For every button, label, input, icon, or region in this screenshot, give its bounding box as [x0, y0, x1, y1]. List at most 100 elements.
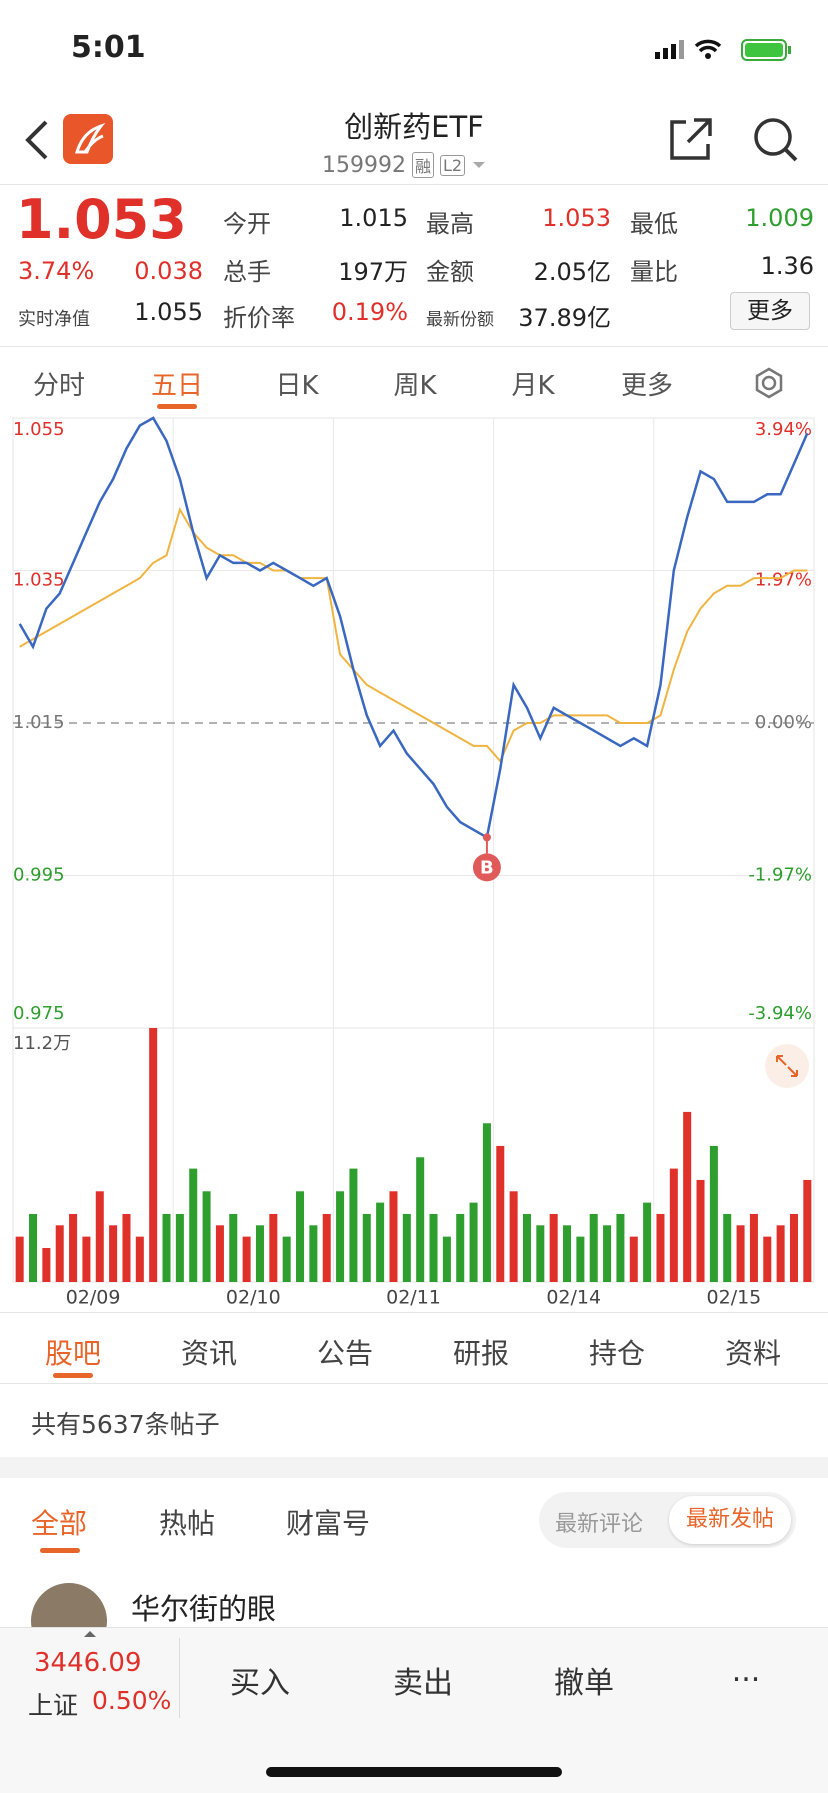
index-value[interactable]: 3446.09 — [34, 1648, 142, 1678]
price-line — [18, 416, 809, 840]
section-tab[interactable]: 持仓 — [588, 1337, 645, 1370]
badge: L2 — [440, 154, 466, 176]
x-tick-label: 02/14 — [546, 1287, 601, 1309]
volume-bar — [589, 1213, 598, 1282]
expand-icon — [776, 1055, 798, 1077]
volume-bar — [336, 1191, 345, 1282]
action-button[interactable]: 买入 — [230, 1666, 290, 1701]
divider — [0, 184, 828, 185]
volume-bar — [389, 1191, 398, 1282]
field-label: 总手 — [223, 258, 271, 286]
field-value: 2.05亿 — [533, 258, 611, 286]
volume-bar — [149, 1028, 158, 1282]
title: 创新药ETF — [344, 110, 484, 144]
field-label: 折价率 — [223, 304, 295, 332]
field-value: 1.36 — [760, 252, 814, 280]
volume-bar — [296, 1191, 305, 1282]
x-tick-label: 02/11 — [386, 1287, 441, 1309]
post-author[interactable]: 华尔街的眼 — [131, 1592, 277, 1626]
filter-tab[interactable]: 全部 — [31, 1507, 88, 1540]
volume-bar — [362, 1213, 371, 1282]
volume-bar — [55, 1225, 64, 1282]
chart-tab[interactable]: 分时 — [32, 371, 85, 401]
chart-tab[interactable]: 月K — [511, 371, 555, 401]
chart-tab[interactable]: 日K — [275, 371, 319, 401]
divider — [0, 1312, 828, 1313]
badge: 融 — [411, 152, 434, 178]
section-tab[interactable]: 股吧 — [44, 1337, 101, 1370]
field-value: 197万 — [338, 258, 408, 286]
back-button[interactable] — [22, 118, 52, 162]
volume-bar — [442, 1236, 451, 1282]
field-label: 最高 — [426, 210, 474, 238]
chart-tab[interactable]: 周K — [393, 371, 437, 401]
volume-bar — [669, 1168, 678, 1282]
section-tab[interactable]: 公告 — [316, 1337, 373, 1370]
volume-bar — [603, 1225, 612, 1282]
field-value: 1.015 — [339, 204, 408, 232]
y2-tick-label: 1.97% — [755, 570, 812, 591]
footer: 3446.09 上证 0.50% 买入 卖出 撤单... — [0, 1627, 828, 1793]
field-label: 金额 — [426, 258, 474, 286]
y-tick-label: 0.995 — [13, 865, 65, 886]
spacer — [0, 1457, 828, 1478]
action-button[interactable]: 卖出 — [393, 1666, 453, 1701]
field-label: 最新份额 — [426, 310, 494, 330]
app-logo — [63, 114, 113, 164]
x-tick-label: 02/15 — [707, 1287, 762, 1309]
divider — [0, 1383, 828, 1384]
volume-bar — [82, 1236, 91, 1282]
volume-bar — [563, 1225, 572, 1282]
volume-bar — [576, 1236, 585, 1282]
post-count: 共有5637条帖子 — [31, 1410, 220, 1439]
volume-bar — [549, 1213, 558, 1282]
status-time: 5:01 — [71, 30, 146, 65]
filter-tab[interactable]: 财富号 — [286, 1507, 371, 1540]
volume-bar — [789, 1213, 798, 1282]
y2-tick-label: 0.00% — [755, 712, 812, 733]
volume-bar — [776, 1225, 785, 1282]
chart-tab[interactable]: 五日 — [150, 371, 203, 401]
x-tick-label: 02/10 — [226, 1287, 281, 1309]
volume-bar — [456, 1213, 465, 1282]
filter-tab[interactable]: 热帖 — [159, 1507, 216, 1540]
dropdown-icon[interactable] — [471, 160, 487, 170]
volume-bar — [109, 1225, 118, 1282]
sort-toggle: 最新评论 最新发帖 — [539, 1492, 796, 1548]
sort-option[interactable]: 最新评论 — [555, 1512, 644, 1537]
volume-bar — [482, 1123, 491, 1282]
volume-bar — [282, 1236, 291, 1282]
section-tab[interactable]: 资料 — [724, 1337, 781, 1370]
annotation-label: B — [480, 857, 494, 878]
section-tab[interactable]: 资讯 — [180, 1337, 237, 1370]
section-tab[interactable]: 研报 — [452, 1337, 509, 1370]
volume-bar — [189, 1168, 198, 1282]
volume-tick-label: 11.2万 — [13, 1033, 71, 1054]
action-button[interactable]: 撤单 — [554, 1666, 614, 1701]
volume-bar — [416, 1157, 425, 1282]
action-button[interactable]: ... — [731, 1654, 761, 1689]
share-button[interactable] — [668, 116, 714, 162]
volume-bar — [69, 1213, 78, 1282]
volume-bar — [469, 1202, 478, 1282]
chart: 1.055 1.035 1.015 0.995 0.975 3.94% 1.97% 0.00%… — [12, 416, 815, 1309]
volume-bar — [162, 1213, 171, 1282]
chart-tab[interactable]: 更多 — [620, 371, 673, 401]
volume-bar — [616, 1213, 625, 1282]
y2-tick-label: 3.94% — [755, 419, 812, 440]
volume-bar — [122, 1213, 131, 1282]
nav: 1.055 — [134, 298, 203, 326]
volume-bar — [643, 1202, 652, 1282]
tab-underline — [53, 1373, 93, 1378]
volume-bar — [29, 1213, 38, 1282]
status-icons — [655, 39, 791, 61]
more-button[interactable]: 更多 — [730, 292, 810, 330]
volume-bar — [536, 1225, 545, 1282]
y-tick-label: 1.035 — [13, 570, 65, 591]
settings-button[interactable] — [752, 366, 786, 400]
sort-option[interactable]: 最新发帖 — [669, 1496, 791, 1544]
y-tick-label: 1.055 — [13, 419, 65, 440]
volume-bar — [215, 1225, 224, 1282]
volume-bar — [202, 1191, 211, 1282]
search-button[interactable] — [752, 116, 800, 164]
